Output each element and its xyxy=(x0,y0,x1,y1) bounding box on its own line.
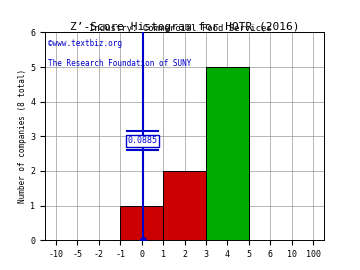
Bar xyxy=(120,206,163,240)
Bar xyxy=(163,171,206,240)
Text: Industry: Commercial Food Services: Industry: Commercial Food Services xyxy=(89,24,271,33)
Title: Z’-Score Histogram for HOTR (2016): Z’-Score Histogram for HOTR (2016) xyxy=(70,22,299,32)
Text: ©www.textbiz.org: ©www.textbiz.org xyxy=(48,39,122,48)
Bar xyxy=(206,67,249,240)
Text: The Research Foundation of SUNY: The Research Foundation of SUNY xyxy=(48,59,191,68)
Text: 0.0885: 0.0885 xyxy=(127,136,158,145)
Y-axis label: Number of companies (8 total): Number of companies (8 total) xyxy=(18,69,27,203)
